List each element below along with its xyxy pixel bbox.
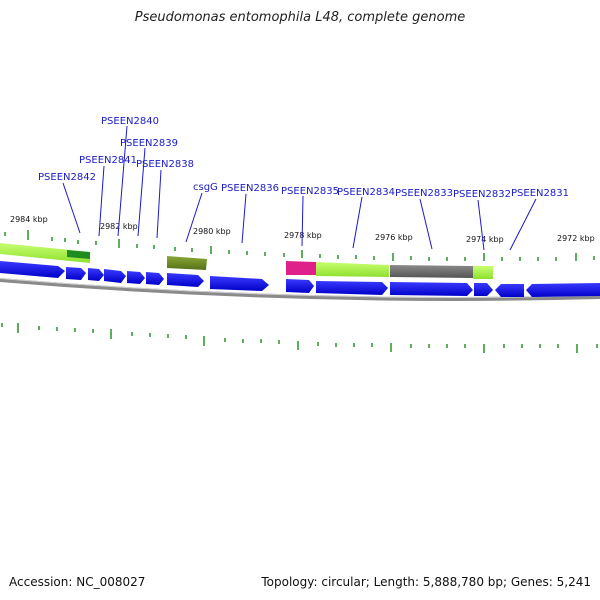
gene-label-PSEEN2832[interactable]: PSEEN2832 — [453, 189, 511, 200]
feature-track-upper[interactable] — [0, 243, 493, 279]
feature-lime-mid[interactable] — [316, 262, 389, 277]
outer-ticks — [4, 230, 595, 261]
label-leaders — [62, 125, 537, 251]
feature-csgG-olive[interactable] — [167, 256, 207, 270]
cds-arrow-PSEEN2830[interactable] — [526, 283, 600, 297]
kbp-label-2978: 2978 kbp — [284, 231, 322, 240]
gene-label-PSEEN2840[interactable]: PSEEN2840 — [101, 116, 159, 127]
kbp-label-2976: 2976 kbp — [375, 233, 413, 242]
inner-ticks — [1, 323, 598, 353]
feature-lime-left[interactable] — [0, 243, 90, 263]
feature-gray[interactable] — [390, 265, 473, 278]
gene-label-PSEEN2835[interactable]: PSEEN2835 — [281, 186, 339, 197]
cds-arrow-PSEEN2832[interactable] — [474, 283, 493, 296]
map-title: Pseudomonas entomophila L48, complete ge… — [134, 10, 466, 25]
kbp-label-2980: 2980 kbp — [193, 227, 231, 236]
cds-arrow-csgG[interactable] — [167, 273, 204, 287]
kbp-label-2972: 2972 kbp — [557, 234, 595, 243]
kbp-label-2984: 2984 kbp — [10, 215, 48, 224]
cds-arrow-PSEEN2841[interactable] — [88, 268, 104, 281]
cds-arrow-PSEEN2836[interactable] — [210, 276, 269, 291]
genome-summary-text: Topology: circular; Length: 5,888,780 bp… — [261, 575, 591, 589]
cds-arrow-PSEEN2842[interactable] — [66, 267, 86, 280]
gene-label-PSEEN2834[interactable]: PSEEN2834 — [337, 187, 395, 198]
gene-label-PSEEN2833[interactable]: PSEEN2833 — [395, 188, 453, 199]
kbp-label-2974: 2974 kbp — [466, 235, 504, 244]
gene-label-PSEEN2836[interactable]: PSEEN2836 — [221, 183, 279, 194]
accession-text: Accession: NC_008027 — [9, 575, 146, 589]
feature-magenta[interactable] — [286, 261, 316, 275]
cds-arrow-PSEEN2839[interactable] — [127, 271, 145, 284]
genome-backbone — [0, 278, 600, 301]
cds-arrow-PSEEN2840[interactable] — [104, 269, 126, 283]
feature-lime-right[interactable] — [473, 266, 493, 279]
backbone-highlight — [0, 278, 600, 298]
feature-dark-green[interactable] — [67, 250, 90, 259]
gene-label-PSEEN2838[interactable]: PSEEN2838 — [136, 159, 194, 170]
cds-arrow-PSEEN2838[interactable] — [146, 272, 164, 285]
cds-arrow-PSEEN2835[interactable] — [286, 279, 314, 293]
gene-label-csgG[interactable]: csgG — [193, 182, 218, 193]
gene-labels[interactable]: PSEEN2840 PSEEN2839 PSEEN2841 PSEEN2838 … — [38, 116, 569, 200]
gene-label-PSEEN2842[interactable]: PSEEN2842 — [38, 172, 96, 183]
cds-arrow-PSEEN2843[interactable] — [0, 261, 65, 278]
gene-label-PSEEN2831[interactable]: PSEEN2831 — [511, 188, 569, 199]
gene-label-PSEEN2839[interactable]: PSEEN2839 — [120, 138, 178, 149]
cds-arrow-PSEEN2831[interactable] — [495, 284, 524, 297]
cds-arrow-PSEEN2833[interactable] — [390, 282, 473, 296]
cds-arrow-PSEEN2834[interactable] — [316, 281, 388, 295]
gene-label-PSEEN2841[interactable]: PSEEN2841 — [79, 155, 137, 166]
cds-track[interactable] — [0, 261, 600, 297]
